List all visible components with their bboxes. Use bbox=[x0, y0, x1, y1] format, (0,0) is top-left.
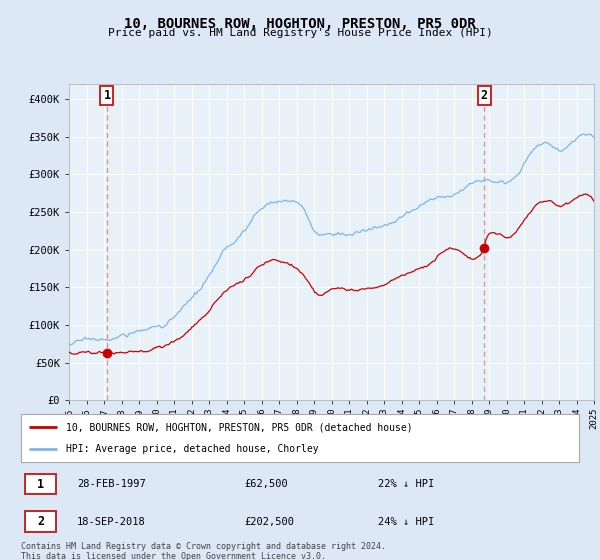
Text: HPI: Average price, detached house, Chorley: HPI: Average price, detached house, Chor… bbox=[65, 444, 318, 454]
Text: Price paid vs. HM Land Registry's House Price Index (HPI): Price paid vs. HM Land Registry's House … bbox=[107, 28, 493, 38]
FancyBboxPatch shape bbox=[25, 511, 56, 531]
Text: 18-SEP-2018: 18-SEP-2018 bbox=[77, 516, 146, 526]
Text: 28-FEB-1997: 28-FEB-1997 bbox=[77, 479, 146, 489]
Text: £62,500: £62,500 bbox=[244, 479, 288, 489]
Text: 1: 1 bbox=[37, 478, 44, 491]
Text: 24% ↓ HPI: 24% ↓ HPI bbox=[378, 516, 434, 526]
Text: 2: 2 bbox=[37, 515, 44, 528]
Text: 10, BOURNES ROW, HOGHTON, PRESTON, PR5 0DR (detached house): 10, BOURNES ROW, HOGHTON, PRESTON, PR5 0… bbox=[65, 422, 412, 432]
Text: Contains HM Land Registry data © Crown copyright and database right 2024.
This d: Contains HM Land Registry data © Crown c… bbox=[21, 542, 386, 560]
Text: 22% ↓ HPI: 22% ↓ HPI bbox=[378, 479, 434, 489]
Text: 1: 1 bbox=[103, 88, 110, 102]
Text: £202,500: £202,500 bbox=[244, 516, 294, 526]
Text: 2: 2 bbox=[481, 88, 488, 102]
Text: 10, BOURNES ROW, HOGHTON, PRESTON, PR5 0DR: 10, BOURNES ROW, HOGHTON, PRESTON, PR5 0… bbox=[124, 17, 476, 31]
FancyBboxPatch shape bbox=[25, 474, 56, 494]
